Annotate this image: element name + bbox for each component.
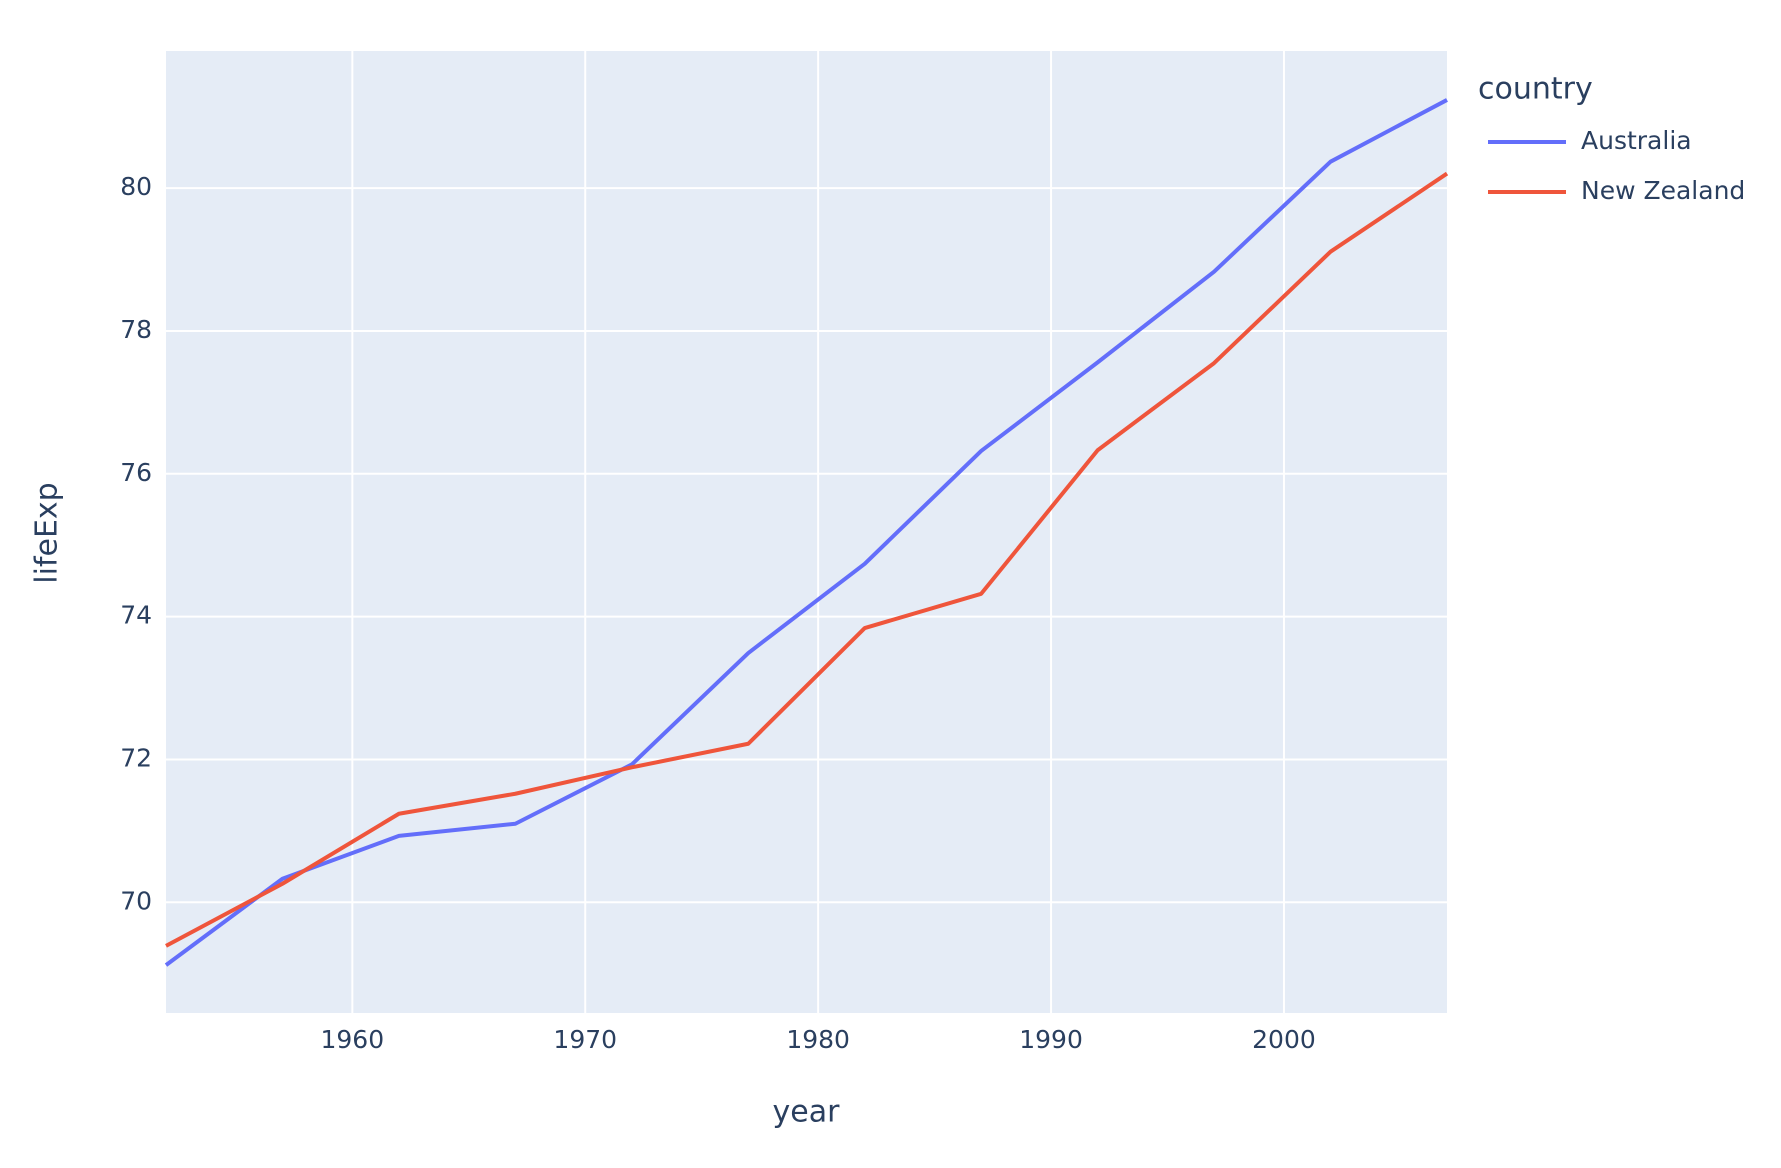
y-tick-label: 78 [120,315,152,344]
y-tick-label: 74 [120,601,152,630]
legend-label: Australia [1581,126,1692,155]
y-axis-title: lifeExp [30,482,65,583]
series-line [164,98,1448,967]
legend-label: New Zealand [1581,176,1745,205]
x-tick-label: 1970 [553,1025,617,1054]
y-tick-label: 76 [120,458,152,487]
y-tick-label: 72 [120,743,152,772]
y-tick-label: 70 [120,886,152,915]
plot-background [166,51,1447,1013]
x-tick-label: 1960 [321,1025,385,1054]
x-tick-label: 1990 [1019,1025,1083,1054]
legend-title: country [1478,72,1593,107]
x-tick-label: 1980 [786,1025,850,1054]
x-tick-label: 2000 [1252,1025,1316,1054]
y-tick-label: 80 [120,172,152,201]
x-axis-title: year [773,1095,841,1130]
series-line [165,171,1449,948]
